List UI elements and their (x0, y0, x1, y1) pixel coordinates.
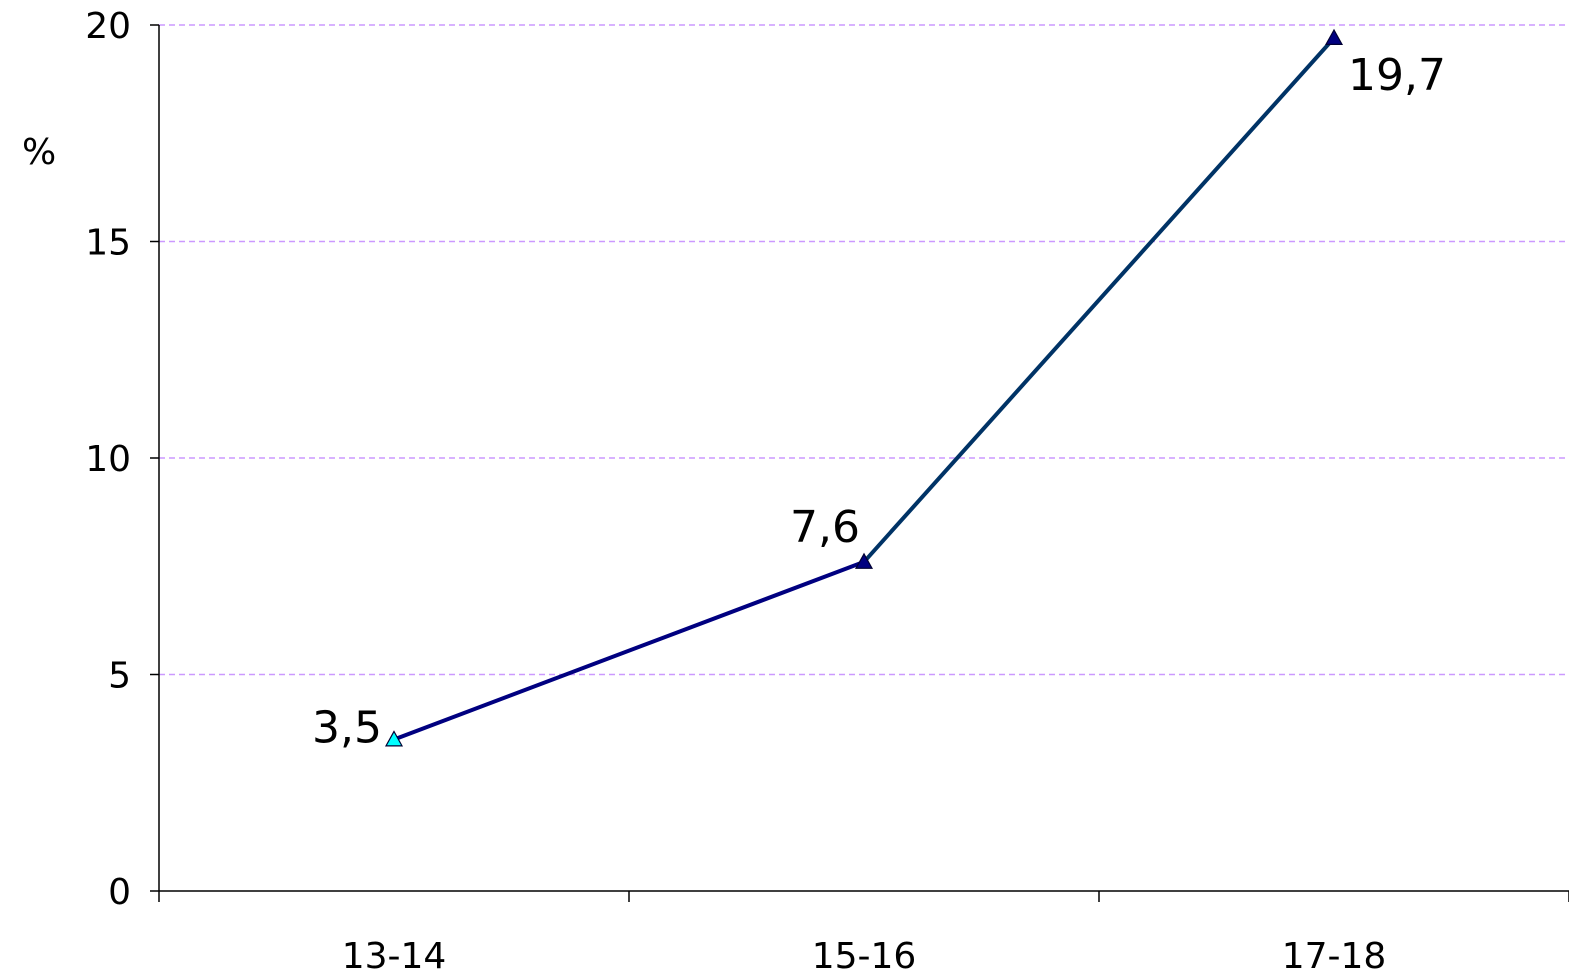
data-point-marker (854, 552, 874, 569)
data-point-marker (1324, 28, 1344, 45)
y-tick-label: 5 (108, 656, 131, 697)
data-label: 3,5 (312, 702, 382, 753)
data-label: 7,6 (790, 502, 860, 553)
labels: 0 5 10 15 20 13-14 15-16 17-18 3,5 7,6 19,7 (85, 6, 1446, 976)
y-tick-label: 15 (85, 223, 131, 264)
y-tick-label: 0 (108, 872, 131, 913)
data-point-marker (384, 730, 404, 747)
y-tick-label: 20 (85, 6, 131, 47)
series-line-segment (392, 559, 866, 742)
x-category-label: 13-14 (342, 936, 447, 976)
x-category-label: 17-18 (1282, 936, 1387, 976)
series-plot (384, 28, 1344, 747)
x-category-label: 15-16 (812, 936, 917, 976)
y-tick-label: 10 (85, 439, 131, 480)
gridlines (159, 24, 1569, 676)
y-axis-label: % (22, 132, 56, 173)
data-label: 19,7 (1348, 50, 1446, 101)
axes (150, 24, 1569, 902)
series-line-segment (862, 35, 1336, 564)
